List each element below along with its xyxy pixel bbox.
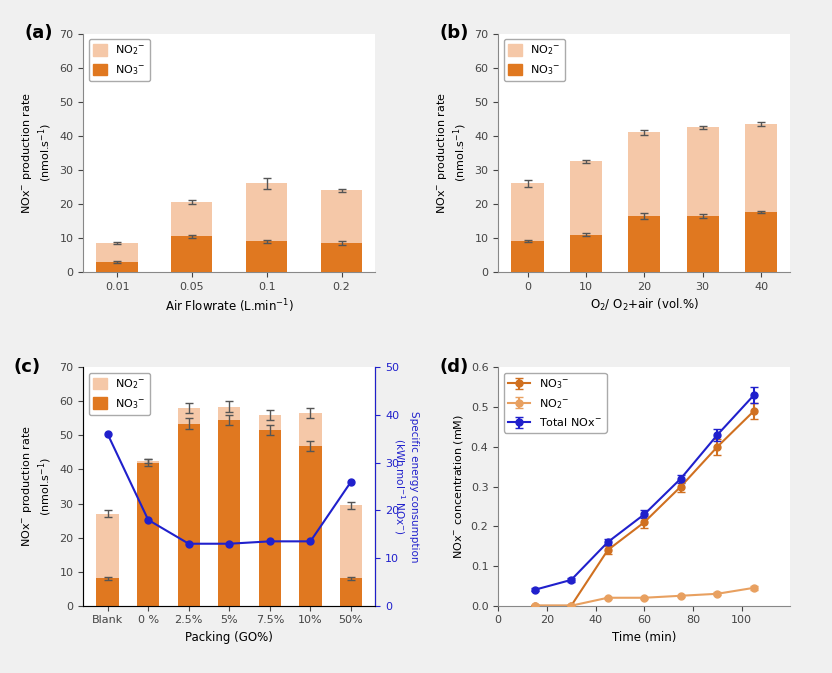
X-axis label: O$_2$/ O$_2$+air (vol.%): O$_2$/ O$_2$+air (vol.%) xyxy=(590,297,699,314)
Bar xyxy=(512,184,543,242)
Bar xyxy=(300,413,322,446)
X-axis label: Air Flowrate (L.min$^{-1}$): Air Flowrate (L.min$^{-1}$) xyxy=(165,297,294,315)
Bar xyxy=(628,133,661,216)
X-axis label: Packing (GO%): Packing (GO%) xyxy=(186,631,273,644)
Legend: NO$_3$$^{-}$, NO$_2$$^{-}$, Total NOx$^{-}$: NO$_3$$^{-}$, NO$_2$$^{-}$, Total NOx$^{… xyxy=(503,373,607,433)
Bar xyxy=(218,406,240,420)
Bar xyxy=(745,213,777,272)
Bar xyxy=(300,446,322,606)
Bar xyxy=(259,415,281,430)
Legend: NO$_2$$^{-}$, NO$_3$$^{-}$: NO$_2$$^{-}$, NO$_3$$^{-}$ xyxy=(503,39,565,81)
Text: (d): (d) xyxy=(440,358,469,376)
Bar xyxy=(97,579,119,606)
Bar xyxy=(321,243,362,272)
Text: (a): (a) xyxy=(25,24,53,42)
Bar xyxy=(97,243,137,262)
Bar xyxy=(97,262,137,272)
Bar xyxy=(177,423,200,606)
Bar xyxy=(321,190,362,243)
Bar xyxy=(339,579,362,606)
Y-axis label: NOx$^{-}$ production rate
(nmol.s$^{-1}$): NOx$^{-}$ production rate (nmol.s$^{-1}$… xyxy=(20,425,54,547)
Legend: NO$_2$$^{-}$, NO$_3$$^{-}$: NO$_2$$^{-}$, NO$_3$$^{-}$ xyxy=(89,373,150,415)
Bar xyxy=(259,430,281,606)
Bar xyxy=(628,216,661,272)
Text: (c): (c) xyxy=(13,358,40,376)
Bar xyxy=(137,461,160,463)
Y-axis label: NOx$^{-}$ production rate
(nmol.s$^{-1}$): NOx$^{-}$ production rate (nmol.s$^{-1}$… xyxy=(20,92,54,214)
X-axis label: Time (min): Time (min) xyxy=(612,631,676,644)
Bar xyxy=(171,236,212,272)
Bar xyxy=(745,124,777,213)
Bar xyxy=(246,184,287,242)
Y-axis label: NOx$^{-}$ concentration (mM): NOx$^{-}$ concentration (mM) xyxy=(452,414,465,559)
Bar xyxy=(570,235,602,272)
Bar xyxy=(339,505,362,579)
Bar xyxy=(246,242,287,272)
Bar xyxy=(570,162,602,235)
Text: (b): (b) xyxy=(440,24,469,42)
Bar xyxy=(177,409,200,423)
Y-axis label: NOx$^{-}$ production rate
(nmol.s$^{-1}$): NOx$^{-}$ production rate (nmol.s$^{-1}$… xyxy=(434,92,468,214)
Bar xyxy=(171,202,212,236)
Bar xyxy=(512,242,543,272)
Bar xyxy=(97,513,119,579)
Bar xyxy=(686,216,719,272)
Bar xyxy=(218,420,240,606)
Bar xyxy=(686,127,719,216)
Bar xyxy=(137,463,160,606)
Legend: NO$_2$$^{-}$, NO$_3$$^{-}$: NO$_2$$^{-}$, NO$_3$$^{-}$ xyxy=(89,39,150,81)
Y-axis label: Specific energy consumption
(kWh.mol$^{-1}$ NOx$^{-}$): Specific energy consumption (kWh.mol$^{-… xyxy=(392,411,418,562)
